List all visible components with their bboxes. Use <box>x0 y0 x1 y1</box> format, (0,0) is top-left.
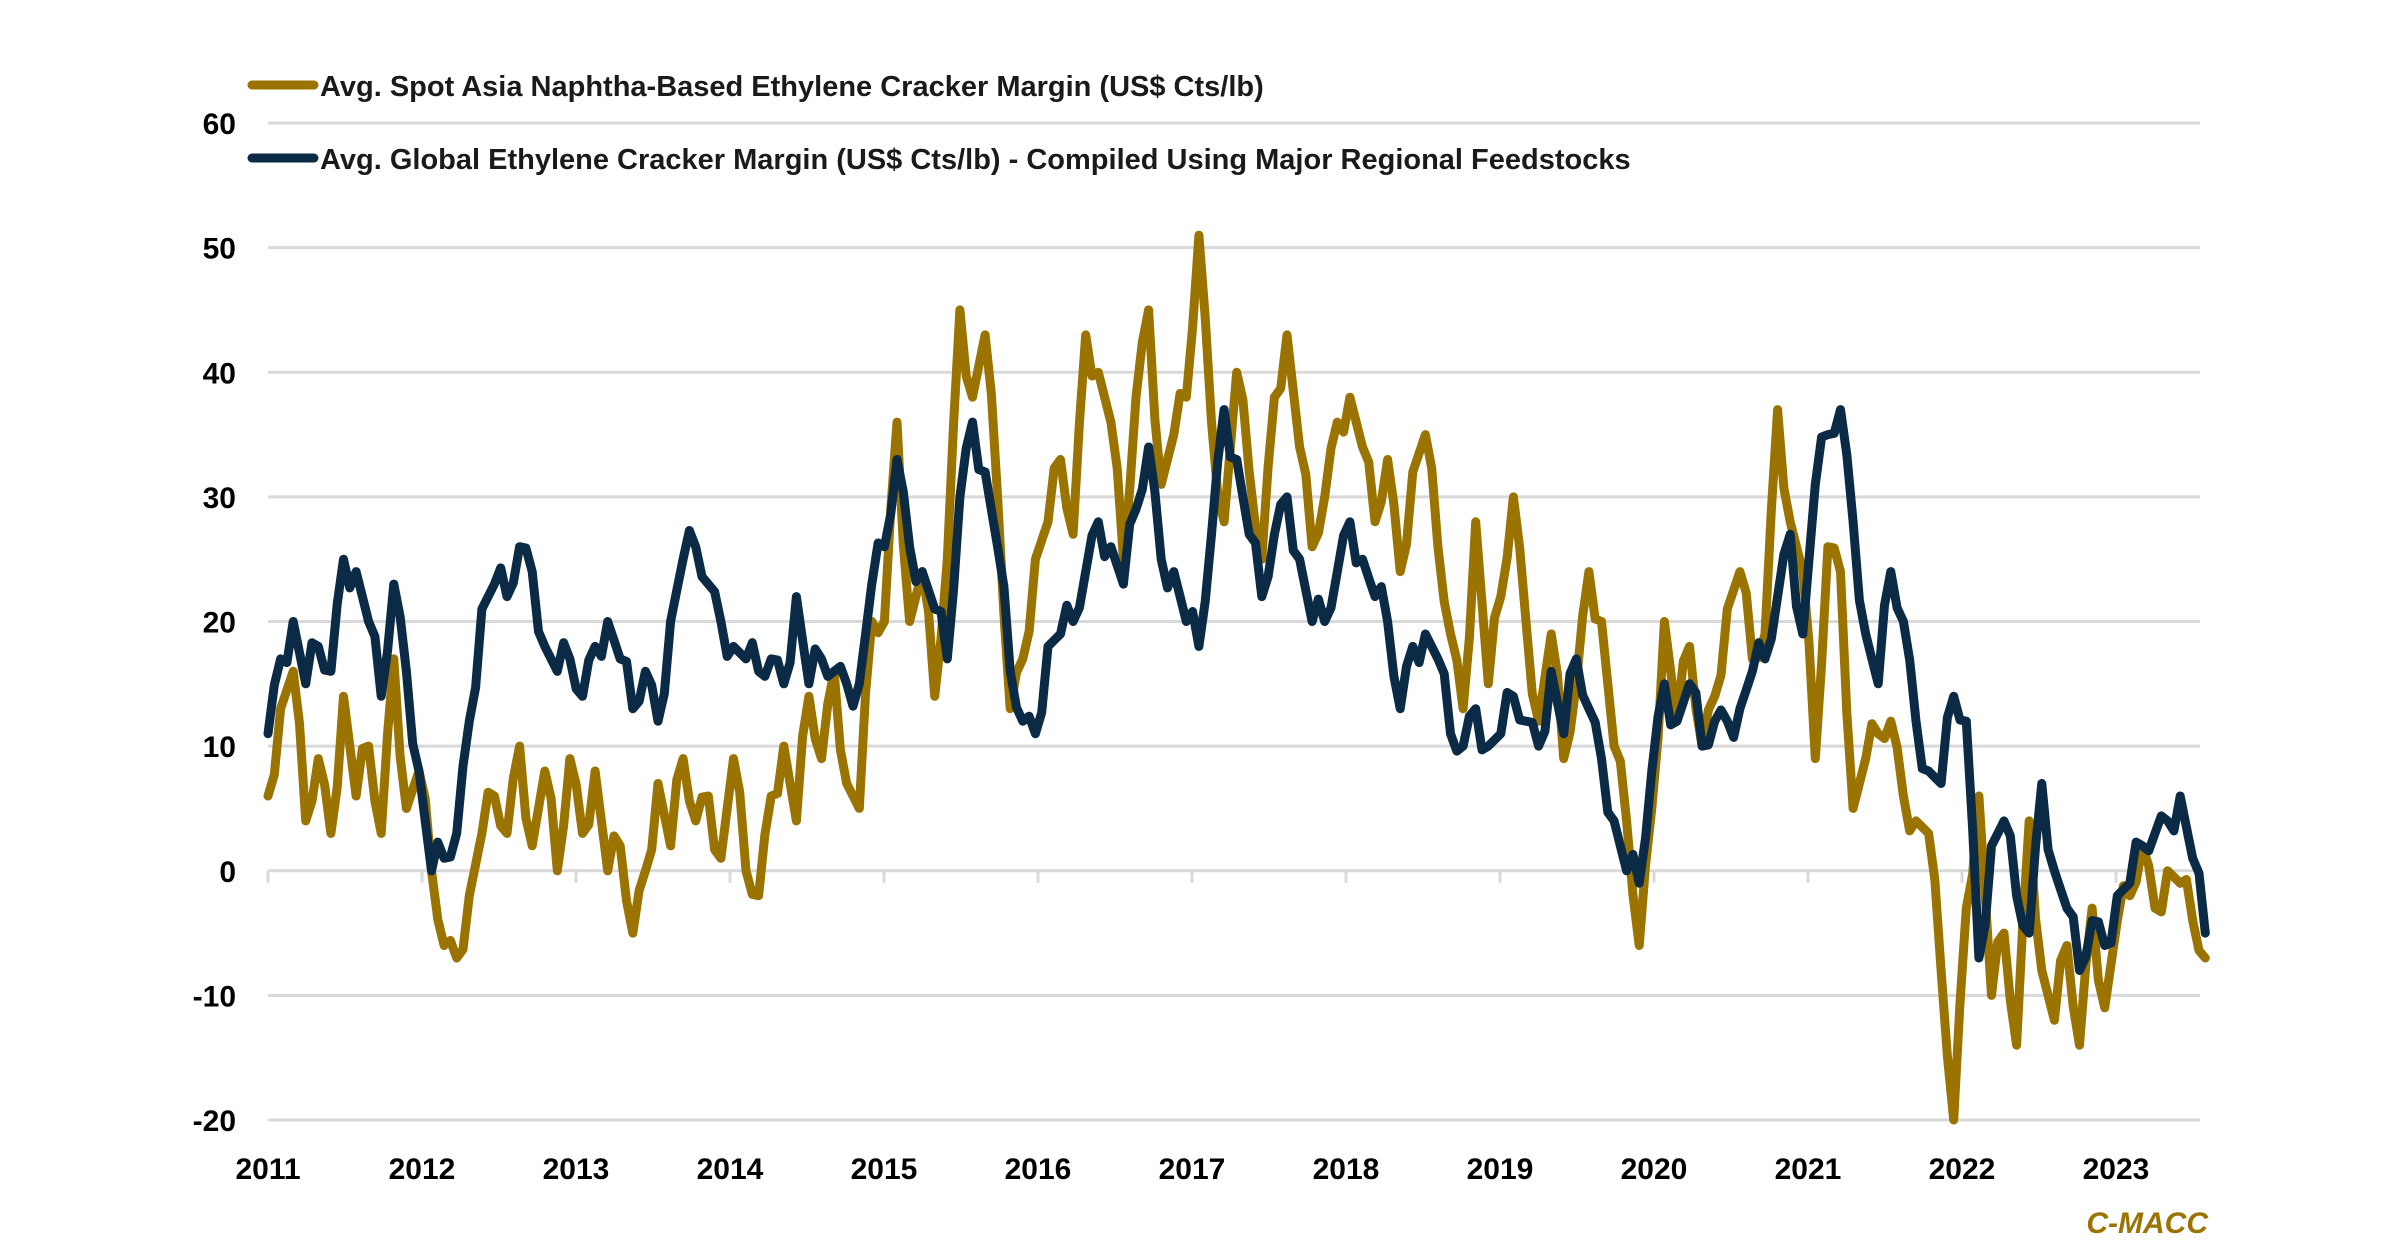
source-label: C-MACC <box>2086 1207 2209 1240</box>
x-tick-label: 2022 <box>1929 1153 1996 1186</box>
series-lines <box>263 230 2210 1125</box>
y-tick-label: 0 <box>219 856 236 889</box>
x-tick-label: 2016 <box>1005 1153 1072 1186</box>
x-axis-labels: 2011 2012 2013 2014 2015 2016 2017 2018 2019 2020… <box>235 1153 2149 1186</box>
x-tick-label: 2015 <box>851 1153 918 1186</box>
x-tick-label: 2013 <box>543 1153 610 1186</box>
x-tick-label: 2014 <box>697 1153 764 1186</box>
series-line-global <box>263 405 2210 975</box>
legend-item-global[interactable]: Avg. Global Ethylene Cracker Margin (US$… <box>247 144 1631 176</box>
y-tick-label: 20 <box>203 607 236 640</box>
y-tick-label: 10 <box>203 731 236 764</box>
x-tick-label: 2021 <box>1775 1153 1842 1186</box>
y-tick-label: 40 <box>203 357 236 390</box>
x-tick-label: 2018 <box>1313 1153 1380 1186</box>
legend-item-asia-naphtha[interactable]: Avg. Spot Asia Naphtha-Based Ethylene Cr… <box>247 71 1264 103</box>
x-tick-label: 2020 <box>1621 1153 1688 1186</box>
legend-label-global: Avg. Global Ethylene Cracker Margin (US$… <box>320 144 1631 176</box>
x-tick-label: 2023 <box>2083 1153 2150 1186</box>
x-tick-label: 2019 <box>1467 1153 1534 1186</box>
y-tick-label: 50 <box>203 233 236 266</box>
legend-label-asia-naphtha: Avg. Spot Asia Naphtha-Based Ethylene Cr… <box>320 71 1264 103</box>
x-tick-label: 2011 <box>235 1153 300 1186</box>
y-tick-label: 30 <box>203 482 236 515</box>
y-axis-labels: -20 -10 0 10 20 30 40 50 60 <box>193 108 236 1138</box>
series-line-asia-naphtha <box>263 230 2210 1125</box>
gridlines <box>268 121 2200 1122</box>
y-tick-label: -20 <box>193 1105 236 1138</box>
y-tick-label: -10 <box>193 980 236 1013</box>
legend: Avg. Spot Asia Naphtha-Based Ethylene Cr… <box>247 71 1631 176</box>
x-tick-label: 2012 <box>389 1153 456 1186</box>
y-tick-label: 60 <box>203 108 236 141</box>
x-tick-label: 2017 <box>1159 1153 1226 1186</box>
